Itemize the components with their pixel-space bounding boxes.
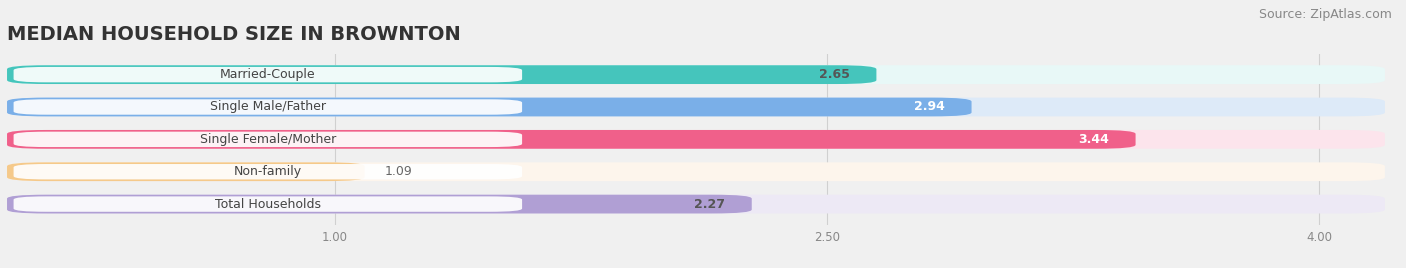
Text: 3.44: 3.44 [1078, 133, 1109, 146]
FancyBboxPatch shape [7, 162, 1385, 181]
Text: Single Male/Father: Single Male/Father [209, 100, 326, 113]
FancyBboxPatch shape [7, 195, 1385, 214]
Text: 2.65: 2.65 [820, 68, 851, 81]
Text: Non-family: Non-family [233, 165, 302, 178]
FancyBboxPatch shape [14, 164, 522, 179]
FancyBboxPatch shape [7, 98, 1385, 116]
Text: Married-Couple: Married-Couple [219, 68, 316, 81]
FancyBboxPatch shape [7, 195, 752, 214]
FancyBboxPatch shape [7, 65, 1385, 84]
Text: Total Households: Total Households [215, 198, 321, 211]
FancyBboxPatch shape [7, 162, 364, 181]
Text: Source: ZipAtlas.com: Source: ZipAtlas.com [1258, 8, 1392, 21]
FancyBboxPatch shape [7, 65, 876, 84]
FancyBboxPatch shape [7, 130, 1385, 149]
FancyBboxPatch shape [14, 132, 522, 147]
FancyBboxPatch shape [7, 98, 972, 116]
FancyBboxPatch shape [14, 67, 522, 82]
FancyBboxPatch shape [14, 196, 522, 212]
Text: 2.27: 2.27 [695, 198, 725, 211]
FancyBboxPatch shape [14, 99, 522, 115]
FancyBboxPatch shape [7, 130, 1136, 149]
Text: 1.09: 1.09 [384, 165, 412, 178]
Text: 2.94: 2.94 [914, 100, 945, 113]
Text: MEDIAN HOUSEHOLD SIZE IN BROWNTON: MEDIAN HOUSEHOLD SIZE IN BROWNTON [7, 25, 461, 44]
Text: Single Female/Mother: Single Female/Mother [200, 133, 336, 146]
